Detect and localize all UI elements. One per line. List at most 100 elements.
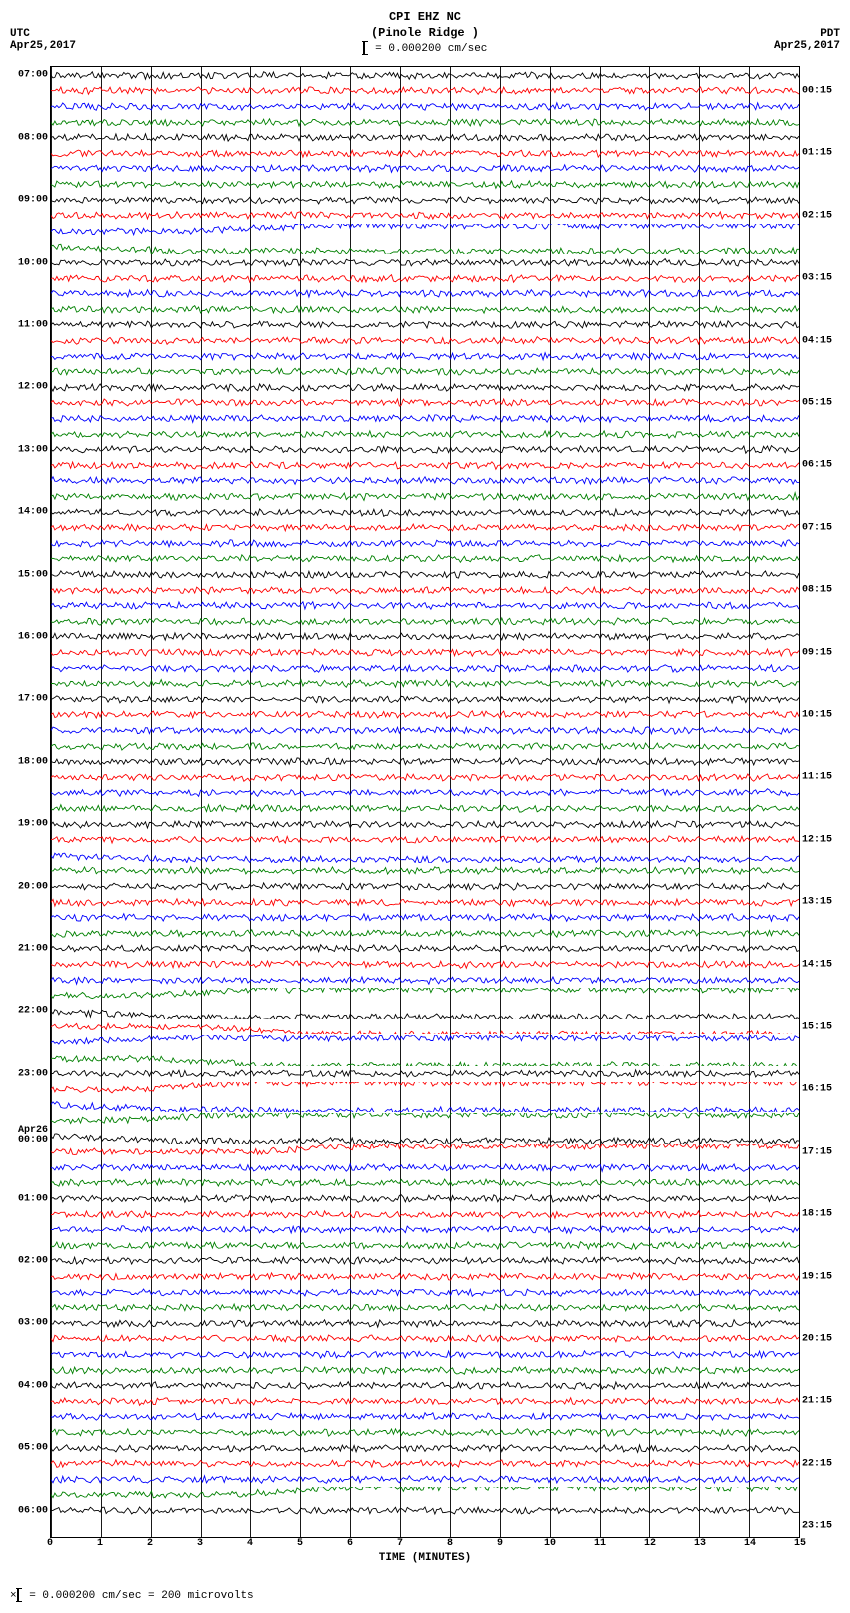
x-tick: 15 — [794, 1538, 806, 1549]
x-tick: 7 — [397, 1538, 403, 1549]
header-right: PDT Apr25,2017 — [774, 28, 840, 52]
seismic-trace — [51, 1456, 799, 1471]
seismic-trace — [51, 739, 799, 754]
utc-time-label: 12:00 — [18, 382, 51, 393]
seismic-trace — [51, 629, 799, 644]
seismic-trace — [51, 645, 799, 660]
seismic-trace — [51, 879, 799, 894]
seismic-trace — [51, 427, 799, 442]
seismic-trace — [51, 208, 799, 223]
seismic-trace — [51, 1175, 799, 1190]
scale-note: = 0.000200 cm/sec — [10, 41, 840, 56]
x-tick: 12 — [644, 1538, 656, 1549]
x-tick: 0 — [47, 1538, 53, 1549]
seismic-trace — [51, 177, 799, 192]
pdt-time-label: 19:15 — [799, 1271, 832, 1282]
seismic-trace — [51, 1222, 799, 1237]
seismic-trace — [51, 130, 799, 145]
pdt-time-label: 02:15 — [799, 210, 832, 221]
seismic-trace — [51, 1051, 799, 1066]
pdt-time-label: 18:15 — [799, 1209, 832, 1220]
seismic-trace — [51, 1347, 799, 1362]
scale-bar-icon — [17, 1588, 19, 1602]
pdt-time-label: 12:15 — [799, 834, 832, 845]
pdt-time-label: 13:15 — [799, 897, 832, 908]
seismic-trace — [51, 1160, 799, 1175]
seismic-trace — [51, 1503, 799, 1518]
tz-right: PDT — [774, 28, 840, 40]
utc-time-label: 01:00 — [18, 1193, 51, 1204]
date-right: Apr25,2017 — [774, 40, 840, 52]
utc-time-label: 04:00 — [18, 1380, 51, 1391]
pdt-time-label: 07:15 — [799, 522, 832, 533]
seismic-trace — [51, 286, 799, 301]
seismic-trace — [51, 224, 799, 239]
utc-time-label: 20:00 — [18, 881, 51, 892]
seismic-trace — [51, 380, 799, 395]
utc-time-label: 06:00 — [18, 1505, 51, 1516]
seismic-trace — [51, 473, 799, 488]
utc-midnight-label: Apr2600:00 — [18, 1126, 51, 1146]
utc-time-label: 13:00 — [18, 444, 51, 455]
utc-time-label: 07:00 — [18, 70, 51, 81]
station-code: CPI EHZ NC — [10, 10, 840, 26]
seismic-trace — [51, 489, 799, 504]
seismic-trace — [51, 1004, 799, 1019]
seismic-trace — [51, 910, 799, 925]
seismic-trace — [51, 551, 799, 566]
seismic-trace — [51, 1378, 799, 1393]
seismic-trace — [51, 801, 799, 816]
pdt-time-label: 10:15 — [799, 709, 832, 720]
x-axis: TIME (MINUTES) 0123456789101112131415 — [50, 1538, 800, 1568]
x-tick: 1 — [97, 1538, 103, 1549]
seismic-trace — [51, 973, 799, 988]
x-tick: 9 — [497, 1538, 503, 1549]
pdt-time-label: 16:15 — [799, 1084, 832, 1095]
seismic-trace — [51, 411, 799, 426]
seismic-trace — [51, 895, 799, 910]
seismic-trace — [51, 1409, 799, 1424]
seismic-trace — [51, 817, 799, 832]
utc-time-label: 16:00 — [18, 631, 51, 642]
seismic-trace — [51, 957, 799, 972]
pdt-time-label: 22:15 — [799, 1458, 832, 1469]
x-tick: 5 — [297, 1538, 303, 1549]
seismic-trace — [51, 1253, 799, 1268]
seismic-trace — [51, 115, 799, 130]
pdt-time-label: 04:15 — [799, 335, 832, 346]
seismic-trace — [51, 146, 799, 161]
seismic-trace — [51, 848, 799, 863]
x-axis-title: TIME (MINUTES) — [379, 1552, 471, 1564]
utc-time-label: 15:00 — [18, 569, 51, 580]
x-tick: 3 — [197, 1538, 203, 1549]
seismic-trace — [51, 161, 799, 176]
utc-time-label: 03:00 — [18, 1318, 51, 1329]
seismic-trace — [51, 68, 799, 83]
seismic-trace — [51, 567, 799, 582]
seismic-trace — [51, 1487, 799, 1502]
utc-time-label: 02:00 — [18, 1255, 51, 1266]
seismic-trace — [51, 1129, 799, 1144]
seismic-trace — [51, 1019, 799, 1034]
x-tick: 14 — [744, 1538, 756, 1549]
x-tick: 8 — [447, 1538, 453, 1549]
seismic-trace — [51, 723, 799, 738]
seismic-trace — [51, 1394, 799, 1409]
seismic-trace — [51, 520, 799, 535]
utc-time-label: 14:00 — [18, 507, 51, 518]
x-tick: 10 — [544, 1538, 556, 1549]
pdt-time-label: 23:15 — [799, 1521, 832, 1532]
utc-time-label: 11:00 — [18, 319, 51, 330]
station-location: (Pinole Ridge ) — [10, 26, 840, 42]
seismic-trace — [51, 926, 799, 941]
seismic-trace — [51, 364, 799, 379]
x-tick: 6 — [347, 1538, 353, 1549]
seismic-trace — [51, 832, 799, 847]
pdt-time-label: 08:15 — [799, 585, 832, 596]
utc-time-label: 08:00 — [18, 132, 51, 143]
seismic-trace — [51, 193, 799, 208]
header-center: CPI EHZ NC (Pinole Ridge ) = 0.000200 cm… — [10, 10, 840, 56]
seismic-trace — [51, 863, 799, 878]
pdt-time-label: 11:15 — [799, 772, 832, 783]
pdt-time-label: 15:15 — [799, 1021, 832, 1032]
